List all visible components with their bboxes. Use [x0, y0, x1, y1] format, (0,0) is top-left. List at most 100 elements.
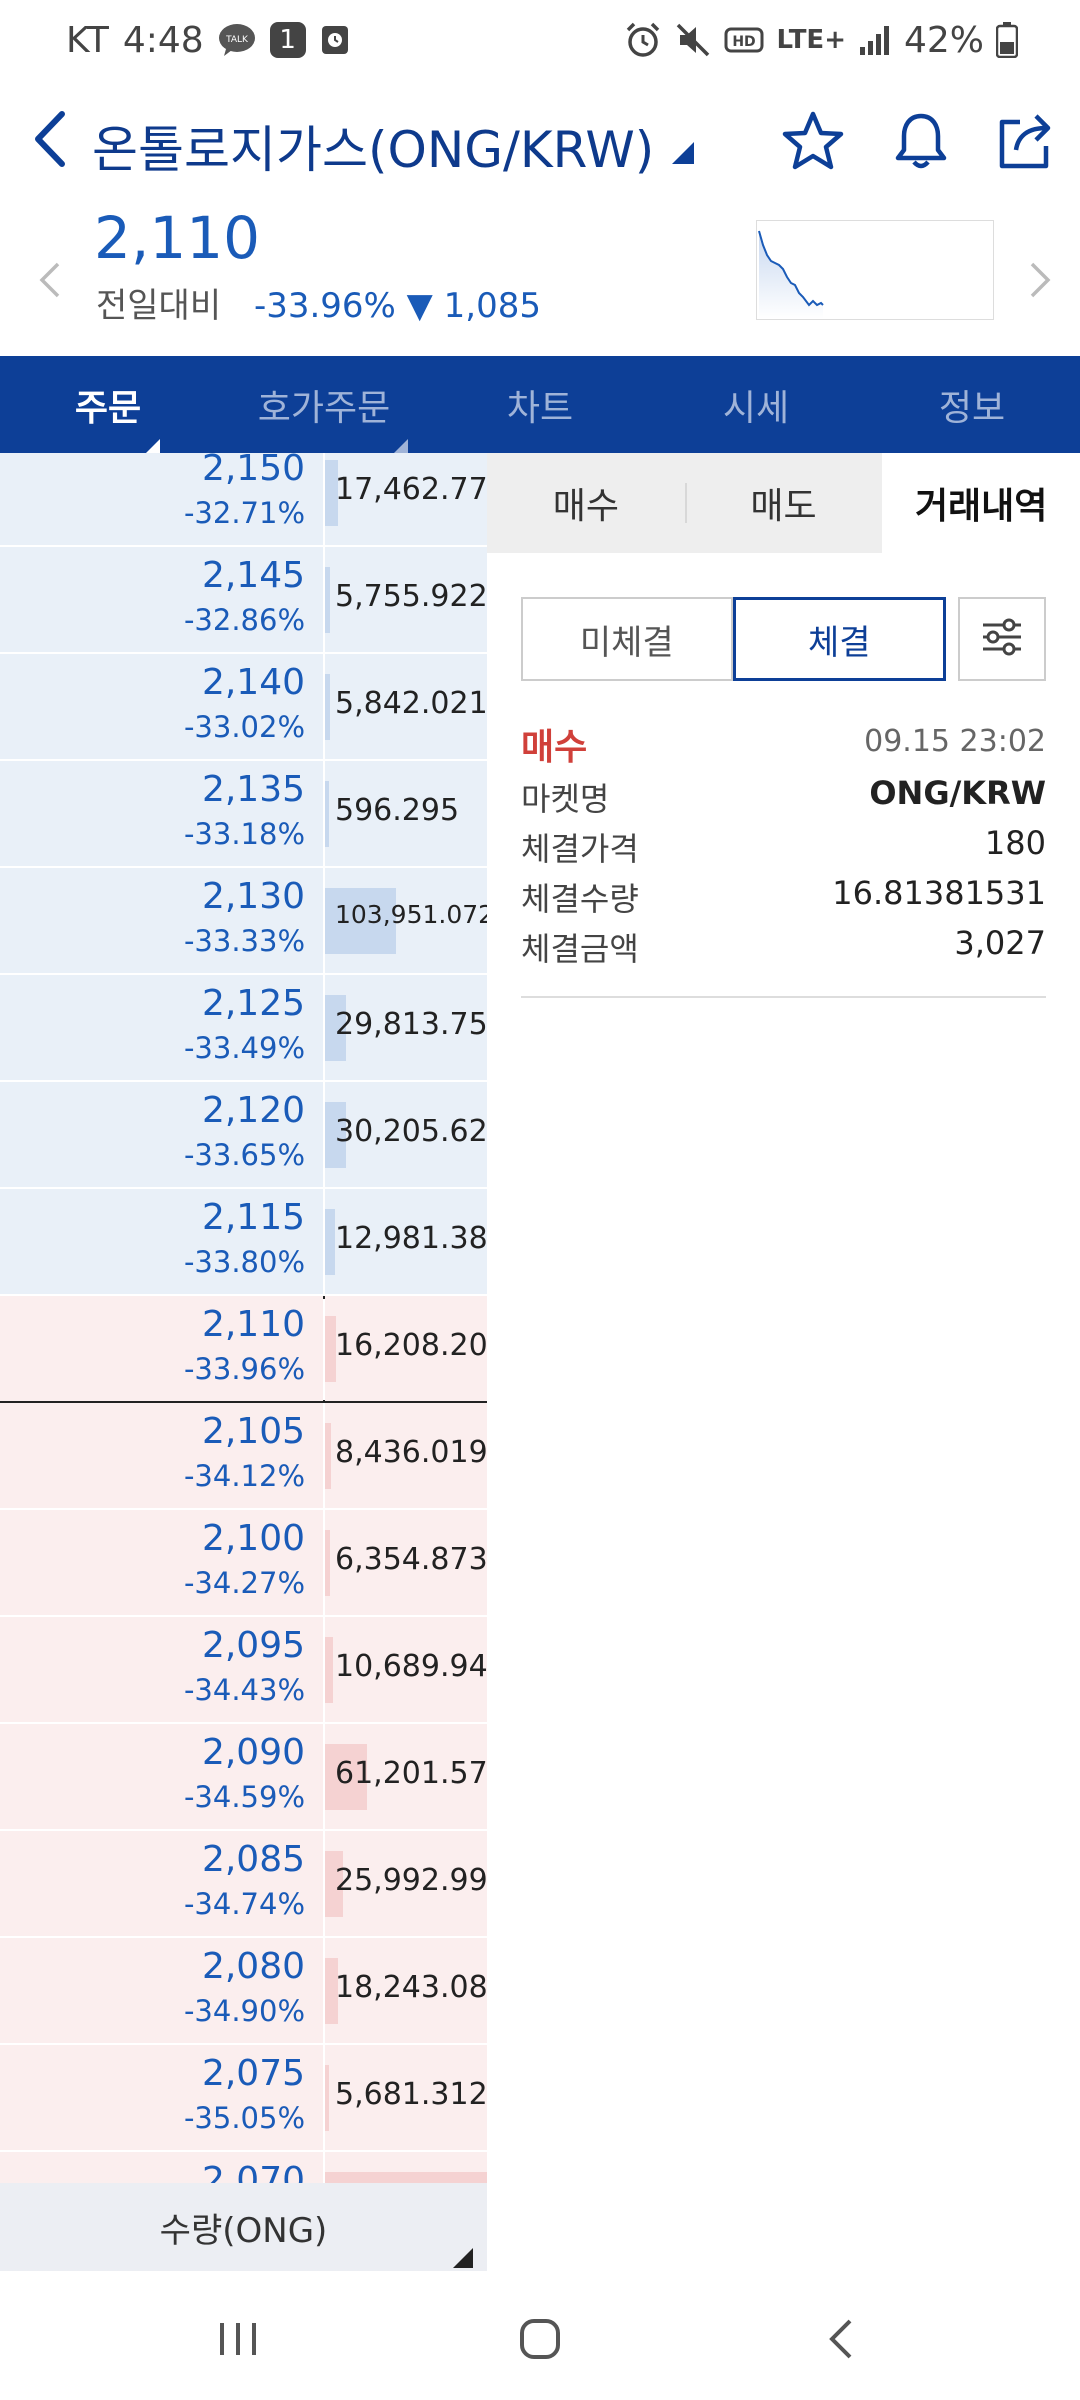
mini-price-chart[interactable]: [756, 220, 994, 320]
depth-bar: [325, 567, 330, 633]
trade-market-value: ONG/KRW: [869, 774, 1046, 812]
tab-quote-order[interactable]: 호가주문: [216, 356, 432, 455]
trade-panel-tabs: 매수 매도 거래내역: [487, 453, 1080, 553]
trade-amount-value: 3,027: [954, 924, 1046, 962]
order-book-row[interactable]: 2,080 -34.90% 18,243.080: [0, 1938, 487, 2045]
kakaotalk-icon: TALK: [218, 23, 256, 57]
order-price-cell[interactable]: 2,135 -33.18%: [0, 761, 323, 866]
market-title[interactable]: 온톨로지가스(ONG/KRW): [92, 121, 655, 179]
tab-market-price[interactable]: 시세: [648, 356, 864, 453]
order-price-cell[interactable]: 2,125 -33.49%: [0, 975, 323, 1080]
order-price-cell[interactable]: 2,110 -33.96%: [0, 1296, 323, 1401]
tab-corner-triangle-icon: [144, 423, 160, 455]
prev-market-arrow-icon[interactable]: [30, 250, 70, 310]
depth-bar: [325, 1209, 335, 1275]
order-book-row[interactable]: 2,130 -33.33% 103,951.072: [0, 868, 487, 975]
filled-orders-button[interactable]: 체결: [732, 597, 946, 681]
order-book-row[interactable]: 2,075 -35.05% 5,681.312: [0, 2045, 487, 2152]
order-book-row[interactable]: 2,115 -33.80% 12,981.387: [0, 1189, 487, 1296]
order-price: 2,080: [201, 1946, 305, 1987]
next-market-arrow-icon[interactable]: [1020, 250, 1060, 310]
tab-info[interactable]: 정보: [864, 356, 1080, 453]
quantity-unit-selector[interactable]: 수량(ONG): [0, 2183, 487, 2271]
order-book-row[interactable]: 2,095 -34.43% 10,689.947: [0, 1617, 487, 1724]
order-qty: 8,436.019: [335, 1435, 487, 1470]
depth-bar: [325, 1958, 338, 2024]
order-book-row[interactable]: 2,100 -34.27% 6,354.873: [0, 1510, 487, 1617]
bell-icon[interactable]: [886, 106, 956, 176]
order-book-row[interactable]: 2,085 -34.74% 25,992.994: [0, 1831, 487, 1938]
order-book-row[interactable]: 2,145 -32.86% 5,755.922: [0, 547, 487, 654]
order-book-row-current[interactable]: 2,110 -33.96% 16,208.208: [0, 1296, 487, 1403]
order-qty-cell[interactable]: 25,992.994: [325, 1831, 487, 1936]
notification-badge-icon: 1: [269, 22, 306, 58]
trade-amount-row: 체결금액 3,027: [521, 924, 1046, 974]
star-icon[interactable]: [778, 106, 848, 176]
order-price-cell[interactable]: 2,145 -32.86%: [0, 547, 323, 652]
unfilled-orders-button[interactable]: 미체결: [521, 597, 733, 681]
order-qty: 61,201.570: [335, 1756, 487, 1791]
trade-price-row: 체결가격 180: [521, 824, 1046, 874]
order-price-cell[interactable]: 2,090 -34.59%: [0, 1724, 323, 1829]
order-qty-cell[interactable]: 30,205.623: [325, 1082, 487, 1187]
trade-price-value: 180: [984, 824, 1046, 862]
order-price-cell[interactable]: 2,075 -35.05%: [0, 2045, 323, 2150]
market-select-caret-icon[interactable]: [668, 138, 696, 166]
order-price-cell[interactable]: 2,150 -32.71%: [0, 453, 323, 545]
order-price-cell[interactable]: 2,105 -34.12%: [0, 1403, 323, 1508]
order-price-cell[interactable]: 2,115 -33.80%: [0, 1189, 323, 1294]
depth-bar: [325, 674, 330, 740]
order-book-row[interactable]: 2,120 -33.65% 30,205.623: [0, 1082, 487, 1189]
order-price-cell[interactable]: 2,095 -34.43%: [0, 1617, 323, 1722]
order-qty: 25,992.994: [335, 1863, 487, 1898]
order-qty-cell[interactable]: 10,689.947: [325, 1617, 487, 1722]
tab-sell[interactable]: 매도: [684, 453, 883, 553]
order-qty-cell[interactable]: [325, 2152, 487, 2183]
back-button[interactable]: [22, 104, 78, 174]
order-price-cell[interactable]: 2,130 -33.33%: [0, 868, 323, 973]
order-change-rate: -33.65%: [183, 1138, 305, 1172]
order-price-cell[interactable]: 2,080 -34.90%: [0, 1938, 323, 2043]
order-book[interactable]: 2,150 -32.71% 17,462.779 2,145 -32.86% 5,755.…: [0, 453, 487, 2183]
order-book-row[interactable]: 2,135 -33.18% 596.295: [0, 761, 487, 868]
home-icon[interactable]: [510, 2309, 570, 2369]
order-qty-cell[interactable]: 596.295: [325, 761, 487, 866]
order-price-cell[interactable]: 2,120 -33.65%: [0, 1082, 323, 1187]
depth-bar: [325, 1530, 330, 1596]
recent-apps-icon[interactable]: [208, 2309, 268, 2369]
order-book-row[interactable]: 2,140 -33.02% 5,842.021: [0, 654, 487, 761]
order-price-cell[interactable]: 2,085 -34.74%: [0, 1831, 323, 1936]
order-qty: 596.295: [335, 793, 460, 828]
order-price-cell[interactable]: 2,100 -34.27%: [0, 1510, 323, 1615]
order-change-rate: -35.05%: [183, 2101, 305, 2135]
tab-quote-order-label: 호가주문: [257, 387, 391, 429]
order-qty-cell[interactable]: 29,813.752: [325, 975, 487, 1080]
order-qty-cell[interactable]: 16,208.208: [325, 1296, 487, 1401]
change-amount: 1,085: [443, 286, 541, 326]
order-book-row[interactable]: 2,090 -34.59% 61,201.570: [0, 1724, 487, 1831]
order-book-row[interactable]: 2,070: [0, 2152, 487, 2183]
share-icon[interactable]: [990, 106, 1060, 176]
tab-trade-history[interactable]: 거래내역: [882, 453, 1080, 553]
order-qty-cell[interactable]: 17,462.779: [325, 453, 487, 545]
order-qty-cell[interactable]: 5,681.312: [325, 2045, 487, 2150]
order-price-cell[interactable]: 2,140 -33.02%: [0, 654, 323, 759]
order-qty-cell[interactable]: 5,842.021: [325, 654, 487, 759]
order-qty-cell[interactable]: 18,243.080: [325, 1938, 487, 2043]
order-qty-cell[interactable]: 8,436.019: [325, 1403, 487, 1508]
tab-order[interactable]: 주문: [0, 356, 216, 455]
system-back-icon[interactable]: [812, 2309, 872, 2369]
tab-chart[interactable]: 차트: [432, 356, 648, 453]
order-qty-cell[interactable]: 6,354.873: [325, 1510, 487, 1615]
filter-button[interactable]: [958, 597, 1046, 681]
order-change-rate: -33.80%: [183, 1245, 305, 1279]
tab-buy[interactable]: 매수: [487, 453, 685, 553]
order-book-row[interactable]: 2,125 -33.49% 29,813.752: [0, 975, 487, 1082]
order-book-row[interactable]: 2,105 -34.12% 8,436.019: [0, 1403, 487, 1510]
order-qty-cell[interactable]: 103,951.072: [325, 868, 487, 973]
order-book-row[interactable]: 2,150 -32.71% 17,462.779: [0, 453, 487, 547]
order-qty-cell[interactable]: 12,981.387: [325, 1189, 487, 1294]
order-qty-cell[interactable]: 61,201.570: [325, 1724, 487, 1829]
order-qty-cell[interactable]: 5,755.922: [325, 547, 487, 652]
order-price-cell[interactable]: 2,070: [0, 2152, 323, 2183]
